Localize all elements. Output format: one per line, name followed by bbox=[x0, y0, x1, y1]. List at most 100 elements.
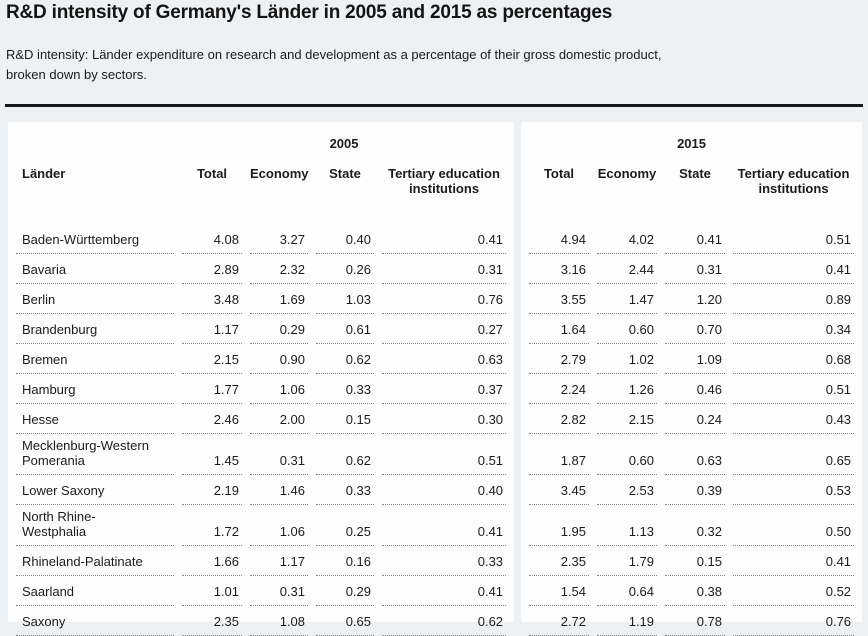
value-cell-2015-economy: 1.02 bbox=[597, 344, 657, 374]
value-cell-2005-total: 2.89 bbox=[182, 254, 242, 284]
value-cell-2005-total: 1.45 bbox=[182, 434, 242, 475]
value-cell-2015-total: 1.64 bbox=[529, 314, 589, 344]
value-cell-2015-tertiary: 0.41 bbox=[733, 546, 855, 576]
table-row-2015: 2.79 1.02 1.09 0.68 bbox=[529, 344, 855, 374]
value-cell-2015-total: 3.45 bbox=[529, 475, 589, 505]
value-cell-2015-total: 2.72 bbox=[529, 606, 589, 636]
value-cell-2005-total: 3.48 bbox=[182, 284, 242, 314]
value-cell-2015-total: 2.35 bbox=[529, 546, 589, 576]
value-cell-2015-tertiary: 0.68 bbox=[733, 344, 855, 374]
table-row-2015: 1.64 0.60 0.70 0.34 bbox=[529, 314, 855, 344]
table-row-2005: Saxony 2.35 1.08 0.65 0.62 bbox=[16, 606, 507, 636]
value-cell-2005-total: 1.01 bbox=[182, 576, 242, 606]
laender-name-cell: Hamburg bbox=[16, 374, 174, 404]
value-cell-2005-state: 0.29 bbox=[316, 576, 374, 606]
value-cell-2005-tertiary: 0.40 bbox=[382, 475, 507, 505]
value-cell-2005-tertiary: 0.51 bbox=[382, 434, 507, 475]
value-cell-2005-economy: 1.06 bbox=[250, 374, 308, 404]
value-cell-2015-economy: 1.19 bbox=[597, 606, 657, 636]
table-2005-body: Baden-Württemberg 4.08 3.27 0.40 0.41 Bavaria… bbox=[16, 224, 507, 636]
value-cell-2005-state: 0.33 bbox=[316, 374, 374, 404]
value-cell-2005-state: 0.15 bbox=[316, 404, 374, 434]
table-panels: 2005 Länder Total Economy State Tertiary… bbox=[8, 122, 862, 636]
table-row-2015: 1.95 1.13 0.32 0.50 bbox=[529, 505, 855, 546]
divider-bar bbox=[5, 104, 863, 107]
value-cell-2015-economy: 1.26 bbox=[597, 374, 657, 404]
table-row-2015: 2.35 1.79 0.15 0.41 bbox=[529, 546, 855, 576]
value-cell-2015-economy: 0.60 bbox=[597, 314, 657, 344]
laender-name-cell: Hesse bbox=[16, 404, 174, 434]
value-cell-2005-total: 2.35 bbox=[182, 606, 242, 636]
table-row-2005: North Rhine- Westphalia 1.72 1.06 0.25 0.41 bbox=[16, 505, 507, 546]
table-row-2015: 1.87 0.60 0.63 0.65 bbox=[529, 434, 855, 475]
laender-name-cell: Rhineland-Palatinate bbox=[16, 546, 174, 576]
laender-column-header: Länder bbox=[22, 166, 66, 181]
table-2015: 2015 Total Economy State Tertiary educat… bbox=[521, 122, 862, 636]
value-cell-2005-economy: 1.69 bbox=[250, 284, 308, 314]
value-cell-2015-state: 0.63 bbox=[665, 434, 725, 475]
column-header-total-2005: Total bbox=[196, 166, 228, 181]
value-cell-2005-state: 0.65 bbox=[316, 606, 374, 636]
table-row-2005: Baden-Württemberg 4.08 3.27 0.40 0.41 bbox=[16, 224, 507, 254]
value-cell-2005-total: 2.15 bbox=[182, 344, 242, 374]
value-cell-2005-economy: 2.32 bbox=[250, 254, 308, 284]
laender-name-cell: Saarland bbox=[16, 576, 174, 606]
table-row-2015: 2.82 2.15 0.24 0.43 bbox=[529, 404, 855, 434]
value-cell-2005-tertiary: 0.37 bbox=[382, 374, 507, 404]
value-cell-2015-state: 0.41 bbox=[665, 224, 725, 254]
table-row-2005: Saarland 1.01 0.31 0.29 0.41 bbox=[16, 576, 507, 606]
value-cell-2005-economy: 2.00 bbox=[250, 404, 308, 434]
value-cell-2005-tertiary: 0.30 bbox=[382, 404, 507, 434]
value-cell-2015-total: 4.94 bbox=[529, 224, 589, 254]
group-header-row-2015: 2015 bbox=[529, 122, 854, 156]
value-cell-2005-state: 0.16 bbox=[316, 546, 374, 576]
value-cell-2015-tertiary: 0.43 bbox=[733, 404, 855, 434]
value-cell-2005-tertiary: 0.76 bbox=[382, 284, 507, 314]
value-cell-2005-tertiary: 0.27 bbox=[382, 314, 507, 344]
value-cell-2005-total: 1.66 bbox=[182, 546, 242, 576]
value-cell-2005-state: 0.26 bbox=[316, 254, 374, 284]
value-cell-2015-economy: 1.79 bbox=[597, 546, 657, 576]
table-row-2005: Brandenburg 1.17 0.29 0.61 0.27 bbox=[16, 314, 507, 344]
value-cell-2015-state: 0.32 bbox=[665, 505, 725, 546]
table-row-2005: Bremen 2.15 0.90 0.62 0.63 bbox=[16, 344, 507, 374]
column-header-state-2015: State bbox=[679, 166, 711, 181]
table-row-2005: Bavaria 2.89 2.32 0.26 0.31 bbox=[16, 254, 507, 284]
table-row-2015: 3.45 2.53 0.39 0.53 bbox=[529, 475, 855, 505]
value-cell-2005-state: 0.40 bbox=[316, 224, 374, 254]
value-cell-2015-tertiary: 0.34 bbox=[733, 314, 855, 344]
value-cell-2015-tertiary: 0.65 bbox=[733, 434, 855, 475]
value-cell-2015-economy: 1.13 bbox=[597, 505, 657, 546]
value-cell-2015-tertiary: 0.52 bbox=[733, 576, 855, 606]
subtitle-line-1: R&D intensity: Länder expenditure on res… bbox=[6, 47, 662, 62]
value-cell-2015-tertiary: 0.89 bbox=[733, 284, 855, 314]
table-2005: 2005 Länder Total Economy State Tertiary… bbox=[8, 122, 514, 636]
value-cell-2015-economy: 4.02 bbox=[597, 224, 657, 254]
value-cell-2005-tertiary: 0.41 bbox=[382, 224, 507, 254]
value-cell-2005-state: 0.25 bbox=[316, 505, 374, 546]
subtitle-line-2: broken down by sectors. bbox=[6, 67, 147, 82]
laender-name-cell: Baden-Württemberg bbox=[16, 224, 174, 254]
laender-name-cell: North Rhine- Westphalia bbox=[16, 505, 174, 546]
value-cell-2015-tertiary: 0.76 bbox=[733, 606, 855, 636]
table-row-2005: Rhineland-Palatinate 1.66 1.17 0.16 0.33 bbox=[16, 546, 507, 576]
value-cell-2015-total: 1.95 bbox=[529, 505, 589, 546]
value-cell-2005-tertiary: 0.33 bbox=[382, 546, 507, 576]
value-cell-2005-total: 1.77 bbox=[182, 374, 242, 404]
value-cell-2005-economy: 1.17 bbox=[250, 546, 308, 576]
value-cell-2005-state: 0.62 bbox=[316, 344, 374, 374]
laender-name-cell: Berlin bbox=[16, 284, 174, 314]
value-cell-2015-state: 0.39 bbox=[665, 475, 725, 505]
column-header-tertiary-2005: Tertiary education institutions bbox=[388, 166, 500, 196]
table-row-2015: 3.16 2.44 0.31 0.41 bbox=[529, 254, 855, 284]
column-header-state-2005: State bbox=[329, 166, 361, 181]
value-cell-2015-economy: 1.47 bbox=[597, 284, 657, 314]
value-cell-2015-economy: 0.60 bbox=[597, 434, 657, 475]
value-cell-2015-state: 0.31 bbox=[665, 254, 725, 284]
year-header-2005: 2005 bbox=[329, 135, 359, 151]
value-cell-2015-economy: 2.53 bbox=[597, 475, 657, 505]
laender-name-cell: Brandenburg bbox=[16, 314, 174, 344]
value-cell-2015-state: 0.24 bbox=[665, 404, 725, 434]
value-cell-2015-tertiary: 0.41 bbox=[733, 254, 855, 284]
column-header-row-2005: Länder Total Economy State Tertiary educ… bbox=[16, 156, 506, 224]
